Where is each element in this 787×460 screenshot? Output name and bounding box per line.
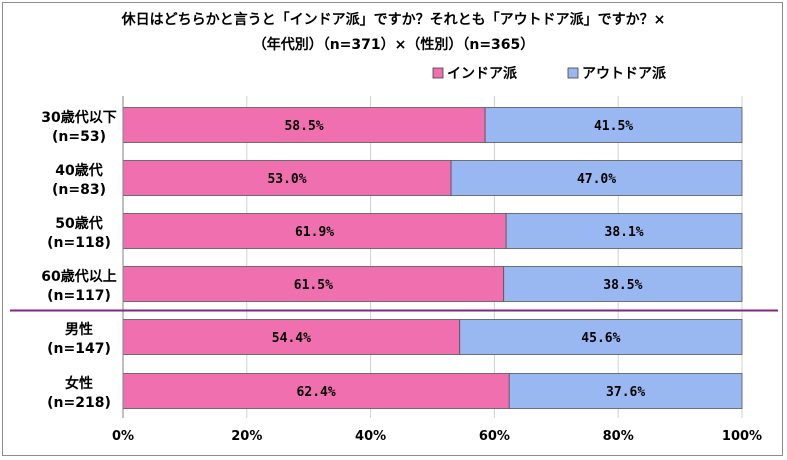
bar-indoor <box>122 373 510 409</box>
x-tick-label: 20% <box>231 429 262 444</box>
data-label: 61.9% <box>295 225 334 240</box>
category-n-label: (n=117) <box>47 288 111 304</box>
chart-subtitle: （年代別）（n=371）×（性別）（n=365） <box>252 37 535 53</box>
bar-outdoor <box>459 319 743 355</box>
category-n-label: (n=53) <box>52 129 106 145</box>
legend-label-2: アウトドア派 <box>582 66 667 82</box>
x-tick-label: 100% <box>722 429 762 444</box>
data-label: 53.0% <box>267 172 306 187</box>
x-tick-label: 80% <box>603 429 634 444</box>
category-label: 女性 <box>65 375 93 392</box>
category-n-label: (n=118) <box>47 235 111 251</box>
data-label: 47.0% <box>577 172 616 187</box>
data-label: 62.4% <box>297 385 336 400</box>
chart-title: 休日はどちらかと言うと「インドア派」ですか？それとも「アウトドア派」ですか？× <box>121 12 666 28</box>
category-label: 30歳代以下 <box>41 109 116 126</box>
category-label: 男性 <box>65 321 93 338</box>
data-label: 58.5% <box>284 119 323 134</box>
data-label: 54.4% <box>272 331 311 346</box>
data-label: 38.5% <box>603 278 642 293</box>
category-n-label: (n=147) <box>47 341 111 357</box>
x-tick-label: 40% <box>355 429 386 444</box>
data-label: 45.6% <box>581 331 620 346</box>
data-label: 61.5% <box>294 278 333 293</box>
bar-outdoor <box>450 160 743 196</box>
category-label: 40歳代 <box>55 162 102 179</box>
legend-label-1: インドア派 <box>447 66 518 82</box>
bar-indoor <box>122 107 486 143</box>
data-label: 37.6% <box>606 385 645 400</box>
x-tick-label: 0% <box>112 429 134 444</box>
legend-swatch-1 <box>432 67 444 79</box>
bar-outdoor <box>508 373 743 409</box>
category-label: 60歳代以上 <box>41 268 116 285</box>
data-label: 41.5% <box>594 119 633 134</box>
bar-outdoor <box>484 107 743 143</box>
x-tick-label: 60% <box>479 429 510 444</box>
bar-outdoor <box>503 266 743 302</box>
category-n-label: (n=218) <box>47 395 111 411</box>
bar-outdoor <box>505 213 743 249</box>
category-n-label: (n=83) <box>52 182 106 198</box>
bar-indoor <box>122 266 505 302</box>
data-label: 38.1% <box>605 225 644 240</box>
category-label: 50歳代 <box>55 215 102 232</box>
legend-swatch-2 <box>567 67 579 79</box>
